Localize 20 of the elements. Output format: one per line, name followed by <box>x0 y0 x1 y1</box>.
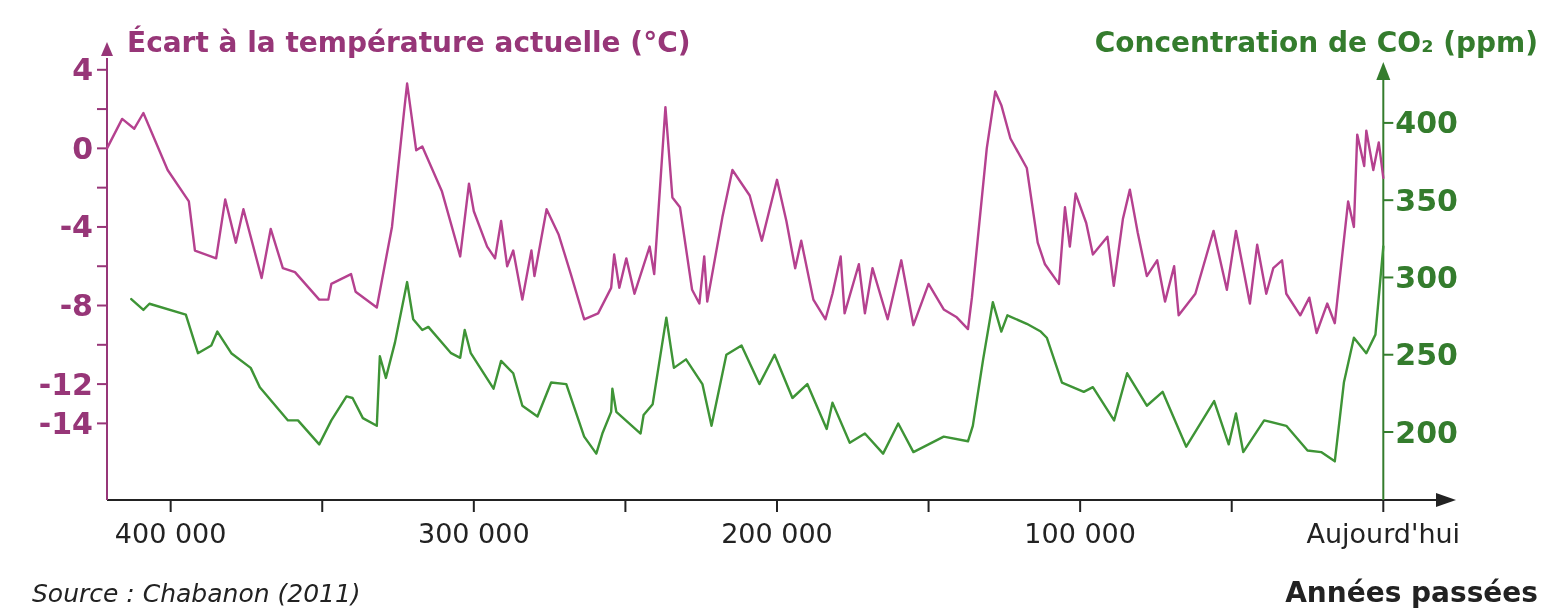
y-tick-label: -8 <box>59 288 93 324</box>
y2-axis-title: Concentration de CO₂ (ppm) <box>1094 26 1538 59</box>
x-tick-label: 300 000 <box>418 518 530 549</box>
y-tick-label: 4 <box>72 52 93 88</box>
x-tick-label: 100 000 <box>1024 518 1136 549</box>
y2-tick-label: 200 <box>1395 414 1458 450</box>
y-tick-label: -4 <box>59 209 93 245</box>
source-note: Source : Chabanon (2011) <box>32 579 361 608</box>
y2-tick-label: 300 <box>1395 259 1458 295</box>
x-tick-label: Aujourd'hui <box>1306 518 1461 549</box>
y-tick-label: -14 <box>38 405 93 441</box>
y2-tick-label: 350 <box>1395 182 1458 218</box>
y2-tick-label: 400 <box>1395 105 1458 141</box>
x-tick-label: 200 000 <box>721 518 833 549</box>
x-axis-title: Années passées <box>1285 576 1538 609</box>
x-tick-label: 400 000 <box>114 518 227 549</box>
y-tick-label: -12 <box>38 366 93 402</box>
y2-tick-label: 250 <box>1395 337 1458 373</box>
y-axis-title: Écart à la température actuelle (°C) <box>127 25 691 59</box>
y-tick-label: 0 <box>72 130 93 166</box>
